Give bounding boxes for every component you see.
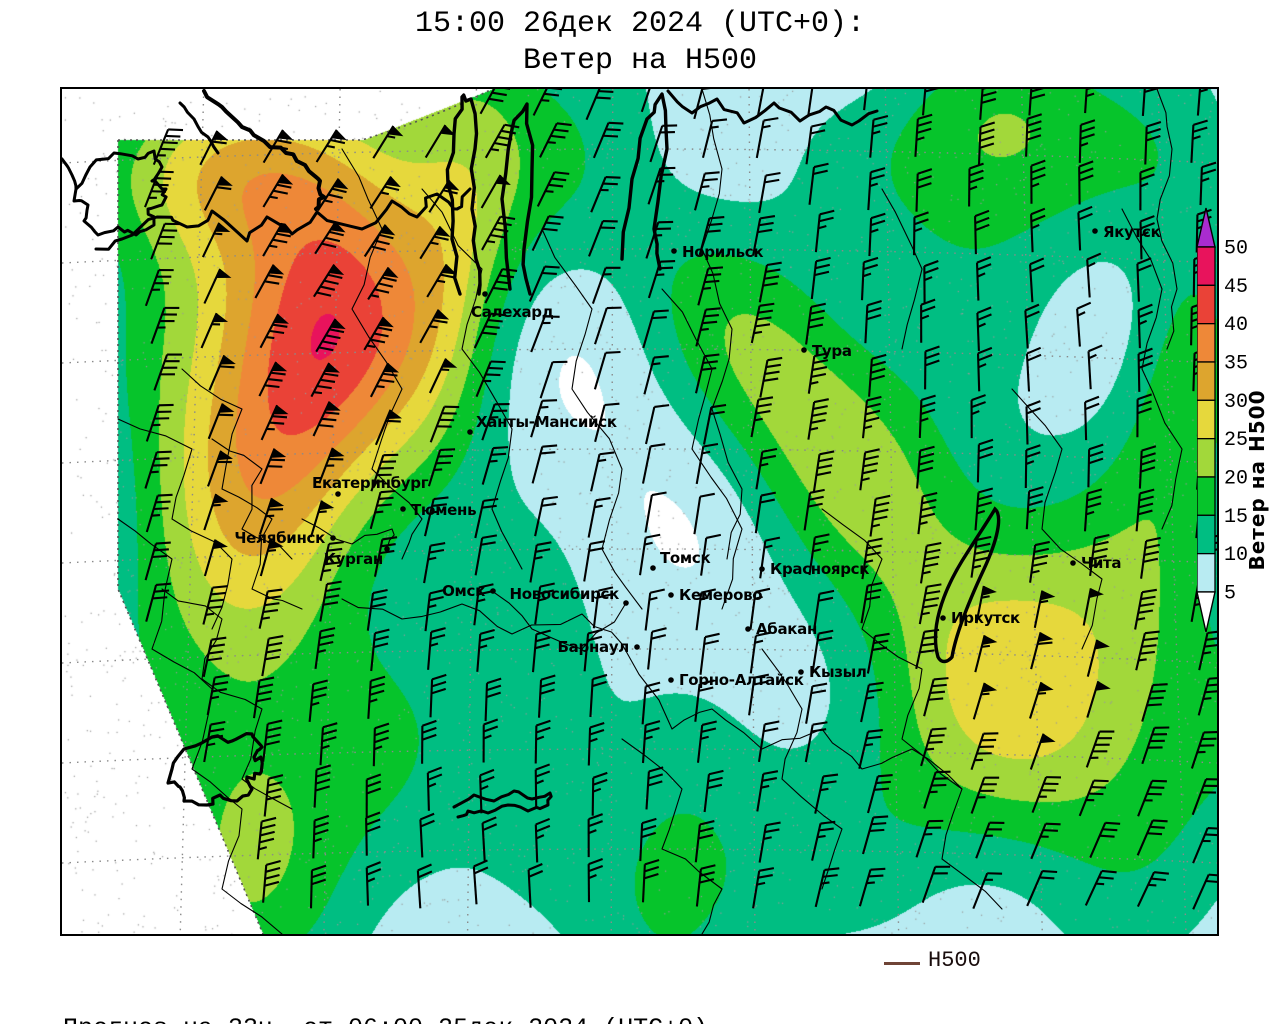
colorbar-scale: 50 45 40 35 30 25 20 15 10 5: [1196, 207, 1248, 633]
city-label: Норильск: [682, 243, 763, 261]
colorbar-under-arrow: [1196, 591, 1216, 633]
colorbar-title: Ветер на H500: [1245, 389, 1269, 571]
colorbar-cell: [1196, 361, 1216, 401]
city-dot: [623, 600, 629, 606]
city-label: Абакан: [756, 620, 817, 638]
city-label: Омск: [442, 582, 485, 600]
city-label: Кемерово: [679, 586, 762, 604]
colorbar-tick-label: 25: [1224, 429, 1248, 452]
colorbar-cell: [1196, 246, 1216, 286]
city-label: Ханты-Мансийск: [476, 413, 617, 431]
colorbar-cell: [1196, 514, 1216, 555]
city-dot: [1070, 560, 1076, 566]
city-dot: [745, 626, 751, 632]
city-dot: [467, 429, 473, 435]
city-dot: [482, 291, 488, 297]
city-label: Томск: [660, 549, 710, 567]
colorbar-cell: [1196, 284, 1216, 325]
colorbar: 50 45 40 35 30 25 20 15 10 5: [1196, 205, 1277, 645]
title-datetime: 15:00 26дек 2024 (UTC+0):: [414, 7, 866, 41]
h500-legend-label: H500: [928, 948, 981, 973]
colorbar-cell: [1196, 399, 1216, 440]
city-dot: [940, 615, 946, 621]
city-dot: [1092, 228, 1098, 234]
city-label: Кызыл: [809, 663, 867, 681]
city-label: Челябинск: [234, 529, 325, 547]
colorbar-tick-label: 5: [1224, 582, 1236, 605]
colorbar-cell: [1196, 323, 1216, 363]
colorbar-cell: [1196, 552, 1216, 593]
city-markers: Норильск Якутск Салехард Тура Ханты-Мансийск…: [234, 223, 1161, 689]
city-dot: [490, 588, 496, 594]
city-dot: [634, 644, 640, 650]
city-label: Красноярск: [770, 560, 869, 578]
colorbar-tick-label: 30: [1224, 391, 1248, 414]
city-dot: [668, 677, 674, 683]
city-dot: [330, 535, 336, 541]
colorbar-tick-label: 40: [1224, 314, 1248, 337]
city-label: Тура: [812, 342, 852, 360]
city-label: Чита: [1081, 554, 1121, 572]
title-variable: Ветер на H500: [522, 44, 758, 78]
colorbar-tick-label: 35: [1224, 352, 1248, 375]
city-label: Новосибирск: [509, 585, 619, 603]
colorbar-tick-label: 45: [1224, 276, 1248, 299]
city-label: Горно-Алтайск: [679, 671, 804, 689]
city-dot: [668, 592, 674, 598]
city-dot: [759, 566, 765, 572]
city-dot: [650, 565, 656, 571]
city-label: Екатеринбург: [312, 474, 429, 492]
city-dot: [384, 546, 390, 552]
colorbar-tick-label: 15: [1224, 506, 1248, 529]
city-dot: [798, 669, 804, 675]
map-title: 15:00 26дек 2024 (UTC+0): Ветер на H500: [0, 6, 1280, 80]
city-dot: [335, 491, 341, 497]
colorbar-tick-label: 50: [1224, 238, 1248, 261]
h500-legend-line: [884, 962, 920, 965]
city-label: Тюмень: [411, 501, 476, 519]
city-label: Якутск: [1103, 223, 1161, 241]
footer-forecast-line: Прогноз на 33ч. от 06:00 25дек 2024 (UTC…: [63, 1012, 708, 1024]
colorbar-cell: [1196, 476, 1216, 516]
colorbar-tick-label: 10: [1224, 544, 1248, 567]
h500-legend: H500: [884, 948, 1084, 978]
footer: Прогноз на 33ч. от 06:00 25дек 2024 (UTC…: [63, 944, 708, 1024]
city-label: Салехард: [471, 303, 554, 321]
city-label: Иркутск: [951, 609, 1020, 627]
city-label: Барнаул: [558, 638, 629, 656]
map-frame: Норильск Якутск Салехард Тура Ханты-Мансийск…: [60, 87, 1219, 936]
colorbar-tick-label: 20: [1224, 467, 1248, 490]
city-dot: [801, 347, 807, 353]
colorbar-cell: [1196, 437, 1216, 478]
map-overlay: Норильск Якутск Салехард Тура Ханты-Мансийск…: [62, 89, 1217, 934]
colorbar-over-arrow: [1196, 207, 1216, 248]
city-label: Курган: [324, 550, 383, 568]
city-dot: [400, 506, 406, 512]
city-dot: [671, 248, 677, 254]
